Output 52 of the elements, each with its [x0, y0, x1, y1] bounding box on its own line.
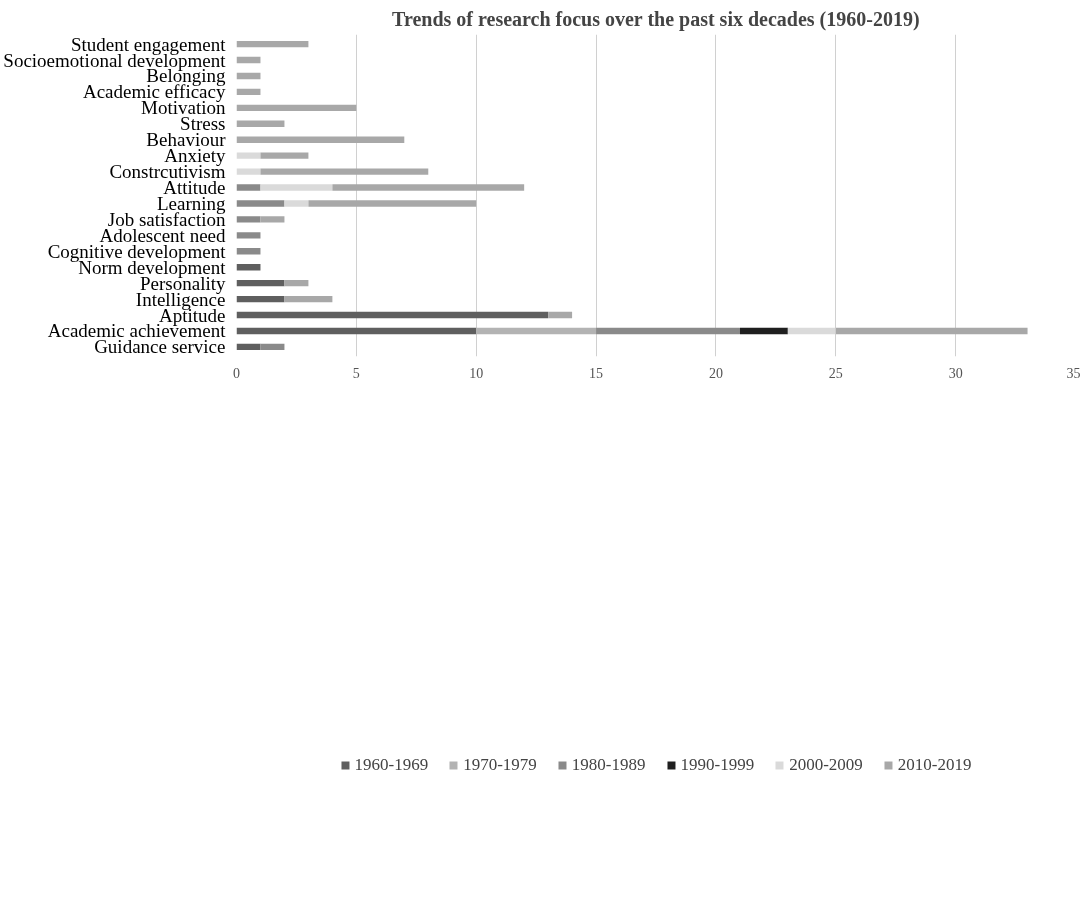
bar	[284, 279, 309, 287]
bar	[260, 343, 285, 351]
bar	[236, 200, 285, 207]
bar	[236, 136, 405, 143]
bar	[332, 184, 525, 191]
legend-label: 1990-1999	[680, 755, 755, 775]
bar	[260, 216, 285, 223]
bar	[236, 343, 261, 351]
bar	[236, 232, 261, 239]
bar	[260, 184, 333, 191]
bar	[236, 264, 261, 271]
bar	[236, 248, 261, 255]
bar	[236, 216, 261, 223]
bar	[236, 104, 357, 112]
x-tick-label: 5	[352, 365, 360, 381]
bar	[284, 295, 333, 303]
legend-label: 2010-2019	[897, 755, 972, 775]
chart-title: Trends of research focus over the past six decades (1960-2019)	[392, 7, 920, 31]
bar	[596, 327, 740, 335]
x-tick-label: 15	[589, 365, 604, 381]
bar	[548, 311, 573, 319]
bar	[476, 327, 597, 335]
legend-label: 1960-1969	[354, 755, 429, 775]
bar	[236, 72, 261, 80]
bar	[236, 40, 309, 48]
bar	[236, 88, 261, 96]
bar	[739, 327, 788, 335]
bar	[787, 327, 836, 335]
legend-label: 2000-2009	[789, 755, 863, 775]
x-tick-label: 25	[828, 365, 843, 381]
bar	[236, 279, 285, 287]
bar	[236, 168, 261, 175]
x-tick-label: 0	[233, 365, 240, 381]
y-tick-label: Guidance service	[94, 336, 226, 358]
bar	[260, 152, 309, 159]
bar	[835, 327, 1028, 335]
bar	[260, 168, 429, 175]
x-tick-label: 30	[948, 365, 963, 381]
x-tick-label: 10	[469, 365, 484, 381]
bar	[236, 295, 285, 303]
bar	[236, 311, 549, 319]
x-tick-label: 20	[708, 365, 723, 381]
bar	[236, 184, 261, 191]
bar	[236, 152, 261, 159]
bar	[236, 120, 285, 127]
legend-label: 1970-1979	[463, 755, 537, 775]
bar	[236, 327, 477, 335]
x-tick-label: 35	[1066, 365, 1081, 381]
bar	[284, 200, 309, 207]
bar	[308, 200, 477, 207]
bar	[236, 56, 261, 64]
legend-label: 1980-1989	[571, 755, 646, 775]
